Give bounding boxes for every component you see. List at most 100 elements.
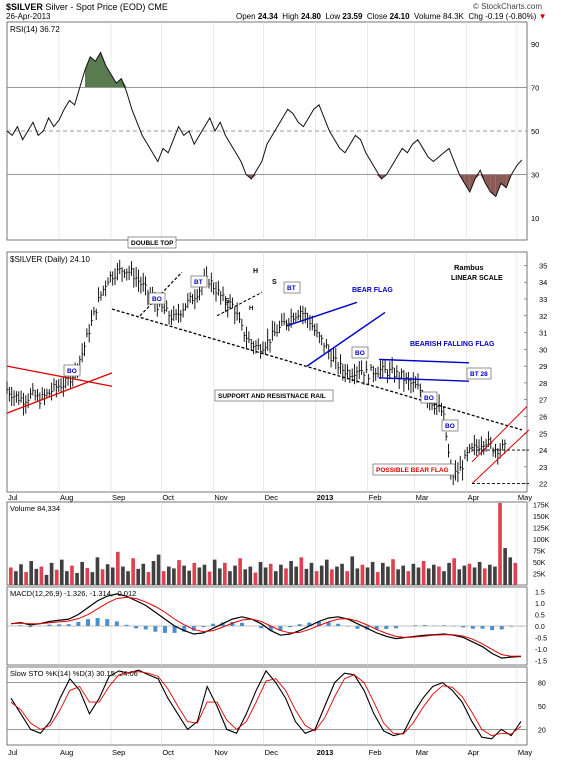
volume-bar	[39, 566, 44, 585]
volume-bar	[284, 568, 288, 585]
support-resistance-rail	[111, 308, 523, 431]
macd-histogram-bar	[153, 626, 158, 632]
macd-tick-label: -1.0	[535, 647, 547, 654]
volume-bar	[279, 564, 283, 585]
price-tick-label: 27	[539, 396, 547, 405]
bt-label-1-box	[190, 275, 208, 288]
macd-label: MACD(12,26,9) -1.326, -1.314, -0.012	[10, 589, 136, 598]
volume-bar	[223, 562, 227, 585]
volume-bar	[386, 566, 390, 585]
x-axis-label: Nov	[214, 493, 228, 502]
volume-bar	[95, 557, 100, 585]
rsi-oversold-fill	[475, 174, 481, 179]
ohlc-readout: Open 24.34 High 24.80 Low 23.59 Close 24…	[236, 12, 547, 21]
macd-histogram-bar	[374, 626, 379, 630]
x-axis-label: Aug	[60, 493, 73, 502]
volume-bar	[187, 570, 191, 585]
price-tick-label: 30	[539, 345, 547, 354]
macd-histogram-bar	[422, 625, 427, 626]
volume-bar	[105, 564, 110, 585]
volume-tick-label: 75K	[533, 548, 546, 555]
macd-histogram-bar	[490, 626, 495, 631]
bo-label-3-box	[420, 391, 438, 404]
volume-bar	[253, 572, 258, 585]
bottom-x-axis-label: Oct	[162, 748, 175, 757]
macd-histogram-bar	[57, 624, 62, 626]
bottom-x-axis-label: Apr	[468, 748, 480, 757]
volume-bar	[161, 571, 166, 585]
bo-label-4-box	[441, 419, 459, 432]
volume-bar	[228, 571, 232, 585]
support-resistance-label-box	[214, 389, 334, 402]
volume-bar	[65, 571, 69, 585]
volume-tick-label: 125K	[533, 525, 550, 532]
stochastic-d-line	[10, 671, 522, 737]
volume-bar	[131, 558, 135, 585]
stochastic-label: Slow STO %K(14) %D(3) 30.15, 24.06	[10, 669, 138, 678]
volume-bar	[202, 564, 207, 585]
volume-tick-label: 150K	[533, 514, 550, 521]
volume-bar	[24, 572, 28, 585]
x-axis-label: May	[518, 493, 532, 502]
macd-histogram-bar	[191, 626, 196, 631]
double-top-label-box	[127, 236, 177, 249]
volume-bar	[350, 556, 355, 585]
macd-histogram-bar	[134, 626, 139, 629]
x-axis-label: Apr	[468, 493, 480, 502]
volume-bar	[324, 559, 329, 585]
bt-label-1: BT	[194, 279, 203, 286]
bear-flag-channel-upper	[471, 406, 528, 463]
macd-histogram-bar	[172, 626, 177, 633]
macd-histogram-bar	[355, 626, 360, 629]
chart-symbol: $SILVER Silver - Spot Price (EOD) CME	[6, 2, 168, 12]
double-top-label: DOUBLE TOP	[131, 240, 174, 247]
volume-bar	[121, 566, 125, 585]
rsi-tick-label: 30	[531, 171, 539, 180]
volume-bar	[243, 569, 248, 585]
macd-histogram-bar	[470, 626, 475, 629]
macd-histogram-bar	[259, 626, 264, 629]
volume-bar	[182, 565, 186, 585]
price-tick-label: 28	[539, 379, 547, 388]
price-tick-label: 23	[539, 463, 547, 472]
macd-histogram-bar	[182, 626, 187, 632]
macd-histogram-bar	[413, 625, 418, 626]
macd-histogram-bar	[76, 621, 81, 626]
volume-bar	[304, 568, 309, 585]
macd-histogram-bar	[307, 622, 312, 626]
bo-label-2: BO	[355, 350, 365, 357]
volume-bar	[268, 563, 273, 585]
bottom-x-axis-label: Sep	[112, 748, 125, 757]
rsi-oversold-fill	[490, 174, 496, 197]
x-axis-label: 2013	[317, 493, 334, 502]
volume-bar	[442, 571, 446, 585]
price-label: $SILVER (Daily) 24.10	[10, 255, 90, 264]
bottom-x-axis-label: Mar	[416, 748, 429, 757]
chart-date: 26-Apr-2013	[6, 12, 51, 21]
rsi-oversold-fill	[485, 174, 491, 193]
volume-bar	[401, 565, 406, 585]
macd-histogram-bar	[297, 624, 302, 626]
price-tick-label: 26	[539, 412, 547, 421]
volume-bar	[177, 560, 181, 585]
bottom-x-axis-label: Aug	[60, 748, 73, 757]
volume-bar	[477, 561, 482, 585]
volume-bar	[370, 561, 375, 585]
volume-bar	[508, 557, 513, 585]
volume-bar	[146, 572, 151, 585]
volume-bar	[391, 559, 395, 585]
symmetrical-triangle-lower	[6, 372, 113, 414]
rsi-oversold-fill	[251, 174, 257, 179]
volume-bar	[421, 561, 426, 585]
volume-bar	[381, 562, 385, 585]
macd-histogram-bar	[268, 626, 273, 631]
volume-bar	[151, 561, 156, 585]
macd-histogram-bar	[28, 626, 33, 628]
neckline-head-label: H	[249, 306, 253, 312]
macd-histogram-bar	[85, 619, 90, 626]
volume-bar	[360, 564, 365, 585]
rsi-tick-label: 70	[531, 83, 539, 92]
volume-bar	[355, 568, 360, 585]
volume-bar	[156, 554, 161, 585]
